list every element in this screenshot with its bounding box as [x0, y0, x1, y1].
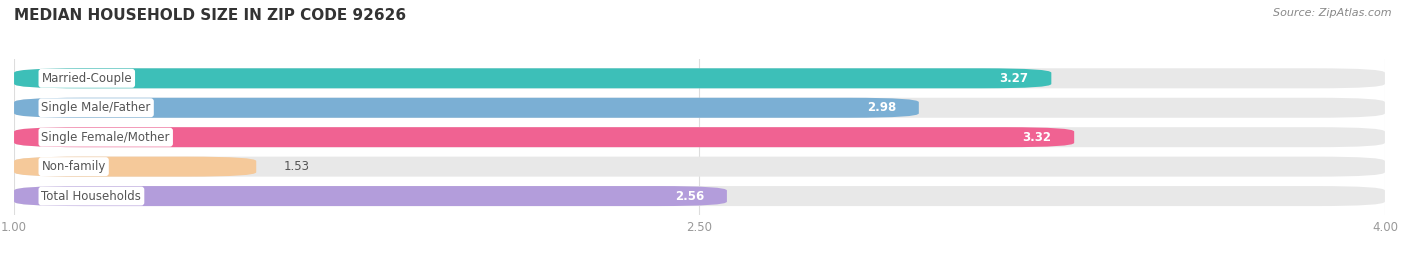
Text: MEDIAN HOUSEHOLD SIZE IN ZIP CODE 92626: MEDIAN HOUSEHOLD SIZE IN ZIP CODE 92626 — [14, 8, 406, 23]
Text: 1.53: 1.53 — [284, 160, 309, 173]
FancyBboxPatch shape — [14, 98, 920, 118]
Text: Married-Couple: Married-Couple — [42, 72, 132, 85]
Text: 2.56: 2.56 — [675, 190, 704, 203]
Text: 2.98: 2.98 — [866, 101, 896, 114]
Text: 3.32: 3.32 — [1022, 131, 1052, 144]
FancyBboxPatch shape — [14, 157, 1385, 177]
FancyBboxPatch shape — [14, 98, 1385, 118]
FancyBboxPatch shape — [14, 157, 256, 177]
FancyBboxPatch shape — [14, 186, 727, 206]
Text: Total Households: Total Households — [42, 190, 142, 203]
Text: Non-family: Non-family — [42, 160, 105, 173]
FancyBboxPatch shape — [14, 68, 1385, 88]
Text: Source: ZipAtlas.com: Source: ZipAtlas.com — [1274, 8, 1392, 18]
Text: Single Female/Mother: Single Female/Mother — [42, 131, 170, 144]
FancyBboxPatch shape — [14, 68, 1052, 88]
FancyBboxPatch shape — [14, 127, 1074, 147]
Text: Single Male/Father: Single Male/Father — [42, 101, 150, 114]
Text: 3.27: 3.27 — [1000, 72, 1029, 85]
FancyBboxPatch shape — [14, 127, 1385, 147]
FancyBboxPatch shape — [14, 186, 1385, 206]
